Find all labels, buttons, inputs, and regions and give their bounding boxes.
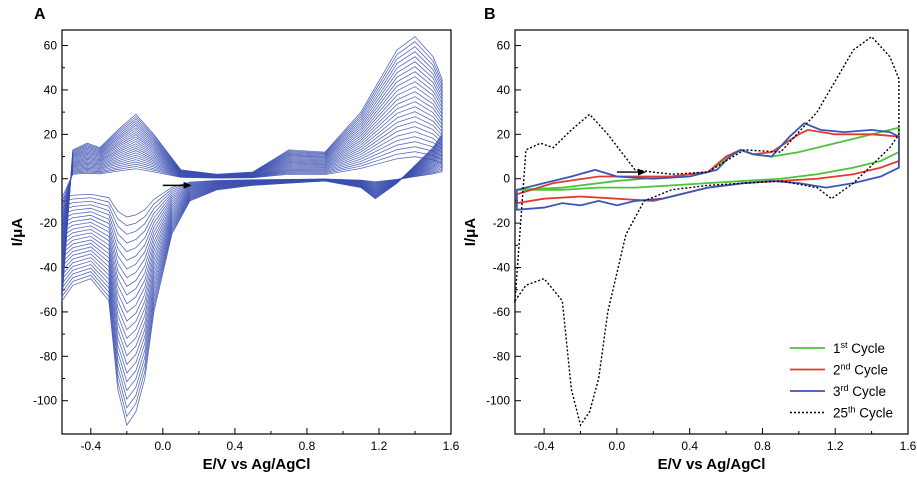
a-x-tick-label: 1.2 bbox=[371, 439, 388, 453]
cv-plot-b: -0.4 0.0 0.4 0.8 1.2 1.6 -100 -80 -60 -40 -20 0 20 40… bbox=[462, 29, 917, 473]
a-cycle-line-17 bbox=[61, 76, 443, 357]
a-y-tick-label: 40 bbox=[44, 83, 58, 97]
b-x-tick-label: 0.8 bbox=[754, 439, 771, 453]
a-cycle-line-19 bbox=[61, 66, 443, 374]
b-y-tick-label: -20 bbox=[493, 216, 511, 230]
panel-a: A -0.4 0.0 0.4 0.8 1.2 1.6 -100 -80 -60 -40 -20 0 20… bbox=[9, 6, 460, 473]
b-x-tick-label: 0.4 bbox=[681, 439, 698, 453]
legend-label-2: 2nd Cycle bbox=[833, 362, 888, 378]
b-y-tick-label: -80 bbox=[493, 349, 511, 363]
panel-label-a: A bbox=[34, 6, 46, 23]
a-cycle-line-20 bbox=[61, 61, 443, 383]
a-cycle-line-2 bbox=[61, 151, 443, 227]
a-y-tick-label: -80 bbox=[40, 349, 58, 363]
legend-label-1: 1st Cycle bbox=[833, 340, 885, 356]
a-x-tick-label: -0.4 bbox=[80, 439, 101, 453]
a-cycle-line-9 bbox=[61, 116, 443, 287]
b-y-tick-label: 60 bbox=[497, 39, 511, 53]
a-cycle-line-22 bbox=[61, 51, 443, 400]
b-x-tick-label: 1.2 bbox=[827, 439, 844, 453]
a-x-tick-label: 0.0 bbox=[155, 439, 172, 453]
a-cycle-line-15 bbox=[61, 86, 443, 340]
a-x-tick-label: 1.6 bbox=[443, 439, 460, 453]
b-scan-arrowhead bbox=[638, 168, 646, 176]
cv-plot-a: -0.4 0.0 0.4 0.8 1.2 1.6 -100 -80 -60 -40 -20 0 20 40… bbox=[9, 29, 460, 473]
a-y-tick-label: 20 bbox=[44, 127, 58, 141]
b-y-tick-label: -100 bbox=[486, 394, 510, 408]
a-y-axis-label: I/μA bbox=[9, 218, 26, 247]
legend-label-3: 3rd Cycle bbox=[833, 383, 886, 399]
legend-label-4: 25th Cycle bbox=[833, 405, 893, 421]
a-y-tick-label: -100 bbox=[33, 394, 57, 408]
a-plot-frame bbox=[61, 29, 452, 435]
a-y-tick-label: -40 bbox=[40, 261, 58, 275]
b-y-tick-label: 0 bbox=[503, 172, 510, 186]
b-series-line-4 bbox=[514, 35, 900, 427]
b-x-tick-label: 1.6 bbox=[900, 439, 917, 453]
a-cycle-line-23 bbox=[61, 46, 443, 409]
a-cycle-line-25 bbox=[61, 36, 443, 427]
a-cycle-line-24 bbox=[61, 41, 443, 418]
a-cycle-line-4 bbox=[61, 141, 443, 244]
a-cycle-line-14 bbox=[61, 91, 443, 331]
a-cycle-line-21 bbox=[61, 56, 443, 392]
a-cycle-line-13 bbox=[61, 96, 443, 322]
a-cycle-line-18 bbox=[61, 71, 443, 366]
a-cycle-line-8 bbox=[61, 121, 443, 279]
panel-b: B -0.4 0.0 0.4 0.8 1.2 1.6 -100 -80 -60 -40 -20 0 20… bbox=[460, 0, 917, 477]
a-cycle-line-10 bbox=[61, 111, 443, 296]
b-series-line-3 bbox=[515, 122, 900, 211]
a-cycle-line-7 bbox=[61, 126, 443, 270]
a-x-axis-label: E/V vs Ag/AgCl bbox=[203, 456, 311, 473]
b-x-axis-label: E/V vs Ag/AgCl bbox=[658, 456, 766, 473]
b-plot-frame bbox=[514, 29, 909, 435]
a-scan-arrowhead bbox=[183, 181, 192, 189]
a-y-tick-label: 0 bbox=[50, 172, 57, 186]
a-y-tick-label: 60 bbox=[44, 39, 58, 53]
a-cycle-line-6 bbox=[61, 131, 443, 261]
b-y-tick-label: -40 bbox=[493, 261, 511, 275]
a-x-tick-label: 0.4 bbox=[227, 439, 244, 453]
a-x-tick-label: 0.8 bbox=[299, 439, 316, 453]
a-y-tick-label: -20 bbox=[40, 216, 58, 230]
a-cycle-line-3 bbox=[61, 146, 443, 235]
panel-label-b: B bbox=[484, 6, 496, 23]
a-cycle-line-11 bbox=[61, 106, 443, 305]
b-x-tick-label: 0.0 bbox=[609, 439, 626, 453]
a-cycle-line-5 bbox=[61, 136, 443, 253]
b-y-tick-label: 40 bbox=[497, 83, 511, 97]
b-y-tick-label: -60 bbox=[493, 305, 511, 319]
a-cycle-line-12 bbox=[61, 101, 443, 314]
b-y-tick-label: 20 bbox=[497, 127, 511, 141]
b-y-axis-label: I/μA bbox=[462, 218, 479, 247]
a-cycle-line-1 bbox=[61, 156, 443, 218]
b-x-tick-label: -0.4 bbox=[534, 439, 555, 453]
a-y-tick-label: -60 bbox=[40, 305, 58, 319]
a-cycle-line-16 bbox=[61, 81, 443, 348]
